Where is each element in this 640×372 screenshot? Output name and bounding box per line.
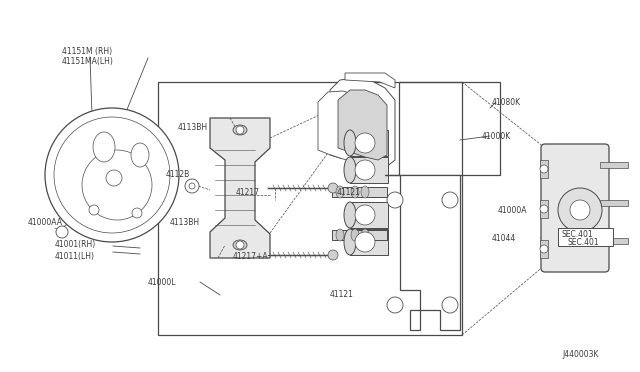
Text: SEC.401: SEC.401 — [562, 230, 594, 239]
Text: 41121: 41121 — [330, 290, 354, 299]
Polygon shape — [318, 91, 368, 162]
Ellipse shape — [361, 186, 369, 198]
Text: 41217+A: 41217+A — [233, 252, 269, 261]
Ellipse shape — [344, 202, 356, 228]
Circle shape — [558, 188, 602, 232]
Text: J440003K: J440003K — [562, 350, 598, 359]
Text: 4113BH: 4113BH — [178, 123, 208, 132]
Circle shape — [355, 160, 375, 180]
Bar — [332, 230, 387, 240]
Bar — [350, 202, 388, 228]
Ellipse shape — [351, 186, 359, 198]
Text: 4113BH: 4113BH — [170, 218, 200, 227]
Circle shape — [442, 192, 458, 208]
Circle shape — [355, 133, 375, 153]
Circle shape — [442, 297, 458, 313]
Text: 41151MA(LH): 41151MA(LH) — [62, 57, 114, 66]
Circle shape — [570, 200, 590, 220]
Ellipse shape — [93, 132, 115, 162]
Text: 41121: 41121 — [337, 188, 361, 197]
Circle shape — [328, 183, 338, 193]
Ellipse shape — [336, 229, 344, 241]
Polygon shape — [385, 175, 460, 330]
Bar — [600, 162, 628, 168]
Circle shape — [89, 205, 99, 215]
Circle shape — [236, 126, 244, 134]
Circle shape — [387, 192, 403, 208]
Text: 41001(RH): 41001(RH) — [55, 240, 96, 249]
FancyBboxPatch shape — [541, 144, 609, 272]
Circle shape — [82, 150, 152, 220]
Bar — [600, 238, 628, 244]
Text: 41000K: 41000K — [482, 132, 511, 141]
Ellipse shape — [344, 157, 356, 183]
Text: 41000L: 41000L — [148, 278, 177, 287]
Circle shape — [387, 297, 403, 313]
Text: 4112B: 4112B — [166, 170, 190, 179]
Bar — [332, 187, 387, 197]
Polygon shape — [210, 118, 270, 258]
Polygon shape — [345, 73, 395, 88]
Circle shape — [236, 241, 244, 249]
Circle shape — [355, 232, 375, 252]
Ellipse shape — [131, 143, 149, 167]
Ellipse shape — [336, 186, 344, 198]
Polygon shape — [338, 90, 387, 160]
Text: 41217: 41217 — [236, 188, 260, 197]
Circle shape — [328, 250, 338, 260]
Circle shape — [540, 165, 548, 173]
Bar — [399, 82, 500, 175]
Ellipse shape — [233, 240, 247, 250]
Bar — [540, 160, 548, 178]
Text: 41080K: 41080K — [492, 98, 521, 107]
Circle shape — [185, 179, 199, 193]
Circle shape — [106, 170, 122, 186]
Text: SEC.401: SEC.401 — [567, 238, 598, 247]
Text: 41151M (RH): 41151M (RH) — [62, 47, 112, 56]
Circle shape — [189, 183, 195, 189]
Bar — [540, 200, 548, 218]
Circle shape — [540, 205, 548, 213]
Circle shape — [132, 208, 142, 218]
Circle shape — [45, 108, 179, 242]
Ellipse shape — [233, 125, 247, 135]
Ellipse shape — [361, 229, 369, 241]
Text: 41000AA: 41000AA — [28, 218, 63, 227]
Circle shape — [56, 226, 68, 238]
Bar — [350, 157, 388, 183]
Polygon shape — [330, 78, 395, 168]
Bar — [350, 130, 388, 156]
Text: 41011(LH): 41011(LH) — [55, 252, 95, 261]
Bar — [600, 200, 628, 206]
Bar — [558, 228, 613, 246]
Circle shape — [355, 205, 375, 225]
Ellipse shape — [351, 229, 359, 241]
Bar — [158, 82, 462, 335]
Ellipse shape — [344, 130, 356, 156]
Ellipse shape — [344, 229, 356, 255]
Circle shape — [540, 245, 548, 253]
Text: 41044: 41044 — [492, 234, 516, 243]
Bar — [540, 240, 548, 258]
Bar — [350, 229, 388, 255]
Text: 41000A: 41000A — [498, 206, 527, 215]
